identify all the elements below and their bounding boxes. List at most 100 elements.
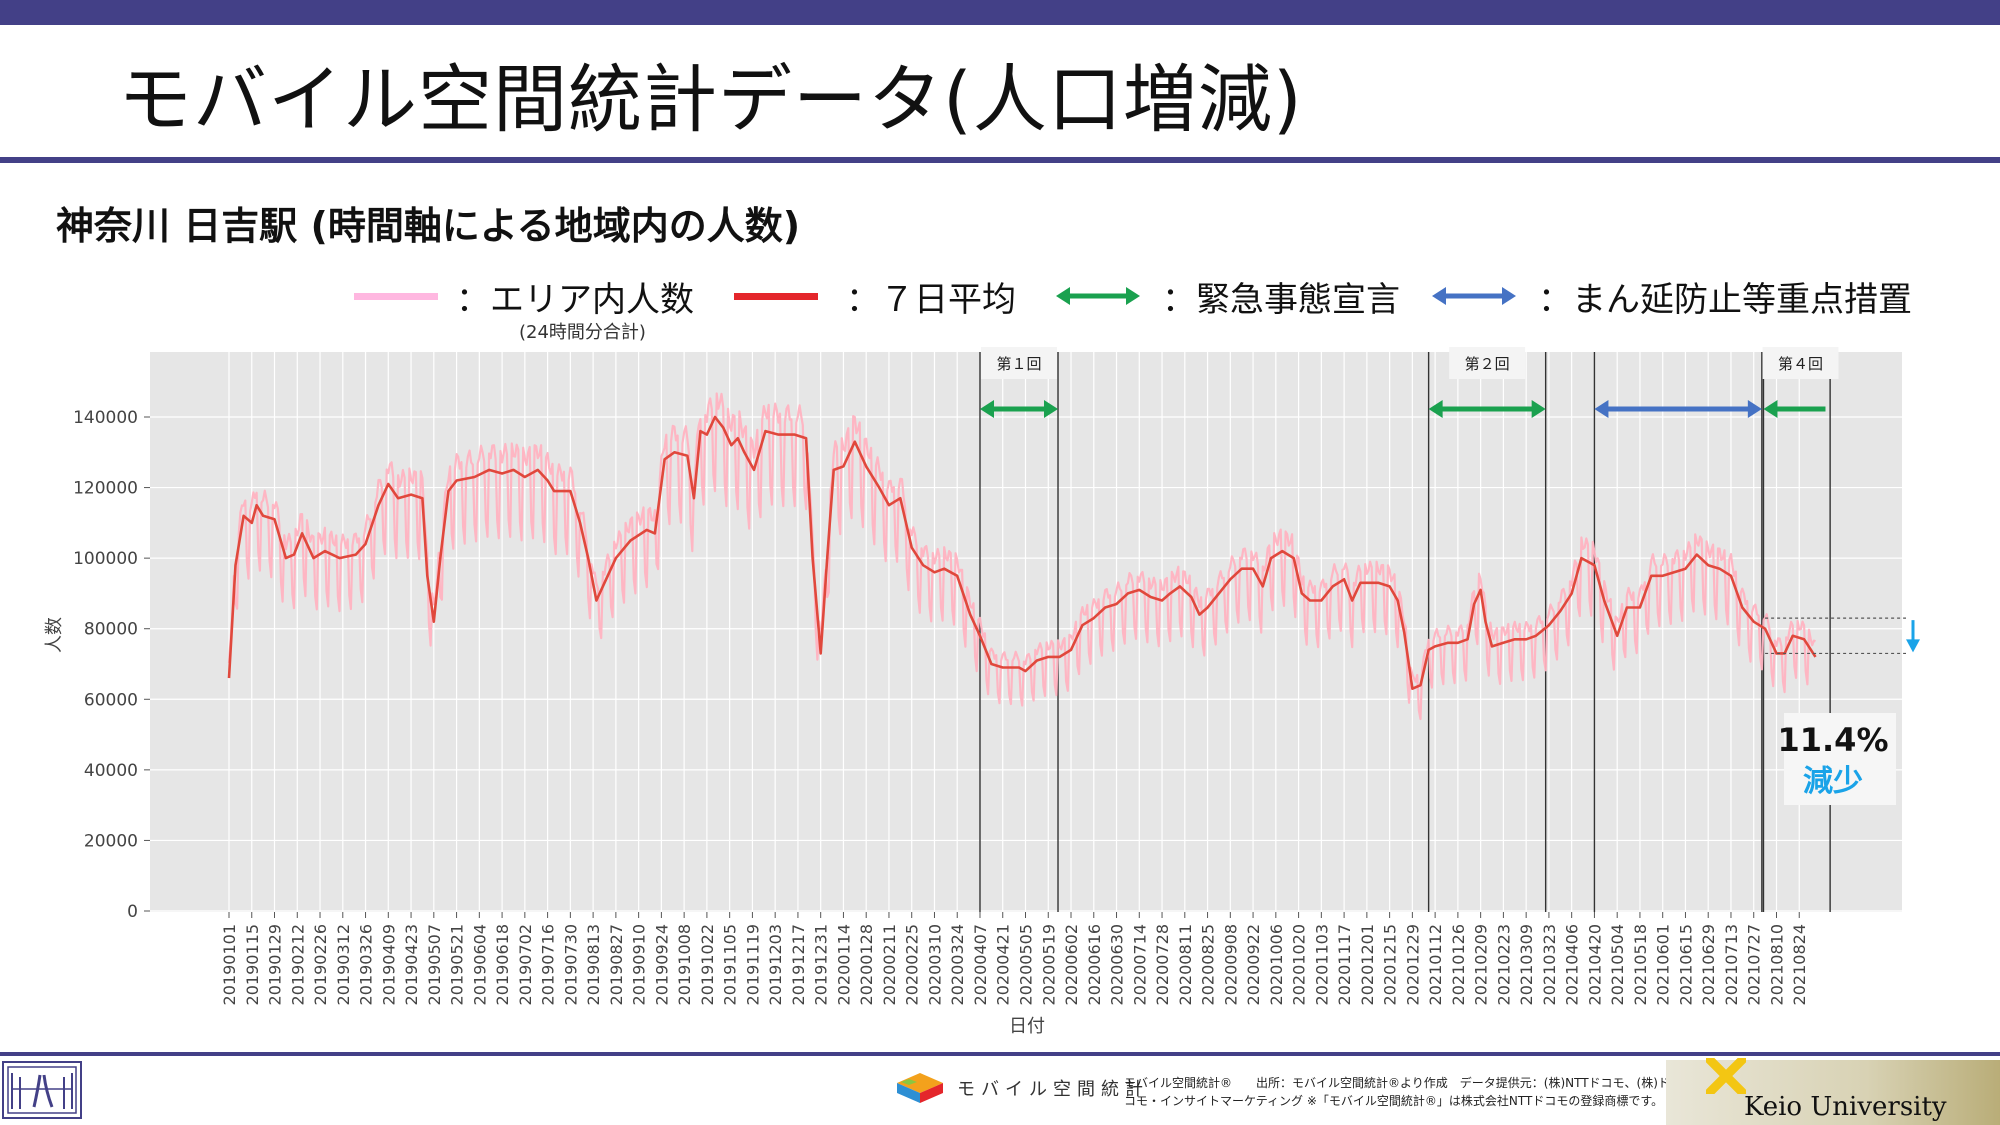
x-tick-label: 20210504 xyxy=(1608,924,1627,1005)
legend-item-area-count: ：エリア内人数 xyxy=(354,274,694,320)
x-tick-label: 20210615 xyxy=(1676,924,1695,1005)
credit-line-2: コモ・インサイトマーケティング ※「モバイル空間統計®」は株式会社NTTドコモの… xyxy=(1124,1094,1664,1108)
period-label: 第４回 xyxy=(1778,355,1823,373)
mobile-stats-logo: モバイル空間統計 xyxy=(893,1071,1149,1105)
x-tick-label: 20200324 xyxy=(948,924,967,1005)
x-tick-label: 20200310 xyxy=(925,924,944,1005)
y-tick-label: 40000 xyxy=(84,761,138,781)
x-tick-label: 20191105 xyxy=(721,924,740,1005)
x-tick-label: 20201215 xyxy=(1381,924,1400,1005)
period-arrow-head-left xyxy=(1428,400,1443,418)
x-tick-label: 20210112 xyxy=(1426,924,1445,1005)
x-tick-label: 20191008 xyxy=(675,924,694,1005)
y-tick-label: 60000 xyxy=(84,690,138,710)
keio-university-name: Keio University xyxy=(1744,1092,1947,1122)
legend-label-priority: ：まん延防止等重点措置 xyxy=(1538,279,1912,320)
x-axis-label: 日付 xyxy=(1009,1016,1045,1037)
credit-line-1: モバイル空間統計® 出所：モバイル空間統計®より作成 データ提供元：(株)NTT… xyxy=(1124,1076,1670,1090)
series-area-count-line xyxy=(227,392,1816,721)
x-tick-label: 20190226 xyxy=(311,924,330,1005)
period-label: 第２回 xyxy=(1465,355,1510,373)
population-chart: 0 20000 40000 60000 80000 100000 120000 140000 2… xyxy=(44,347,1920,1037)
x-tick-label: 20191231 xyxy=(812,924,831,1005)
x-tick-label: 20200825 xyxy=(1199,924,1218,1005)
x-tick-label: 20210824 xyxy=(1790,924,1809,1005)
period-label-box xyxy=(1449,347,1526,379)
x-tick-label: 20190129 xyxy=(266,924,285,1005)
x-tick-label: 20191203 xyxy=(766,924,785,1005)
x-tick-label: 20201103 xyxy=(1312,924,1331,1005)
x-tick-label: 20210323 xyxy=(1540,924,1559,1005)
legend-item-emergency: ：緊急事態宣言 xyxy=(1056,274,1400,320)
x-tick-label: 20190409 xyxy=(379,924,398,1005)
period-arrow-head-left xyxy=(1763,400,1778,418)
period-arrow-head-right xyxy=(1747,400,1762,418)
y-tick-label: 100000 xyxy=(73,549,138,569)
x-tick-label: 20210810 xyxy=(1767,924,1786,1005)
x-tick-label: 20190507 xyxy=(425,924,444,1005)
keio-banner: Keio University xyxy=(1666,1058,2000,1125)
x-tick-label: 20191119 xyxy=(743,924,762,1005)
x-tick-label: 20210727 xyxy=(1745,924,1764,1005)
period-label-box xyxy=(1762,347,1839,379)
data-credit: モバイル空間統計® 出所：モバイル空間統計®より作成 データ提供元：(株)NTT… xyxy=(1124,1074,1670,1110)
x-tick-label: 20210309 xyxy=(1517,924,1536,1005)
x-tick-label: 20201201 xyxy=(1358,924,1377,1005)
x-tick-label: 20210629 xyxy=(1699,924,1718,1005)
x-tick-label: 20210126 xyxy=(1449,924,1468,1005)
y-tick-label: 80000 xyxy=(84,620,138,640)
x-tick-label: 20210713 xyxy=(1722,924,1741,1005)
x-tick-label: 20210518 xyxy=(1631,924,1650,1005)
x-tick-label: 20190813 xyxy=(584,924,603,1005)
period-arrow-emergency xyxy=(979,400,1059,418)
period-arrow-head-right xyxy=(1044,400,1059,418)
period-arrow-emergency xyxy=(1428,400,1546,418)
x-tick-label: 20210420 xyxy=(1585,924,1604,1005)
x-tick-label: 20200616 xyxy=(1085,924,1104,1005)
x-tick-label: 20190716 xyxy=(539,924,558,1005)
x-tick-label: 20210223 xyxy=(1494,924,1513,1005)
x-tick-label: 20190312 xyxy=(334,924,353,1005)
x-tick-label: 20200407 xyxy=(971,924,990,1005)
x-tick-label: 20190326 xyxy=(357,924,376,1005)
legend-label-emergency: ：緊急事態宣言 xyxy=(1162,279,1400,320)
x-tick-label: 20200908 xyxy=(1221,924,1240,1005)
x-tick-label: 20200728 xyxy=(1153,924,1172,1005)
x-tick-label: 20200225 xyxy=(903,924,922,1005)
x-tick-label: 20190910 xyxy=(630,924,649,1005)
x-tick-label: 20201006 xyxy=(1267,924,1286,1005)
footer-divider xyxy=(0,1052,2000,1056)
x-tick-label: 20190618 xyxy=(493,924,512,1005)
x-tick-label: 20210601 xyxy=(1654,924,1673,1005)
x-tick-label: 20201020 xyxy=(1290,924,1309,1005)
title-divider xyxy=(0,157,2000,163)
legend-arrow-blue-icon xyxy=(1432,287,1516,305)
x-tick-label: 20200211 xyxy=(880,924,899,1005)
decrease-arrow-icon xyxy=(1906,639,1920,653)
cube-logo-icon xyxy=(897,1073,943,1103)
legend-arrow-green-icon xyxy=(1056,287,1140,305)
x-tick-label: 20190115 xyxy=(243,924,262,1005)
chart-subtitle: 神奈川 日吉駅 (時間軸による地域内の人数) xyxy=(56,204,801,248)
x-tick-label: 20190604 xyxy=(470,924,489,1005)
x-tick-label: 20200922 xyxy=(1244,924,1263,1005)
x-tick-label: 20190702 xyxy=(516,924,535,1005)
x-tick-label: 20200811 xyxy=(1176,924,1195,1005)
y-tick-label: 120000 xyxy=(73,479,138,499)
y-axis-label: 人数 xyxy=(44,617,65,653)
x-tick-label: 20191022 xyxy=(698,924,717,1005)
series-7day-avg-line xyxy=(227,415,1817,690)
x-tick-label: 20190924 xyxy=(652,924,671,1005)
y-tick-label: 0 xyxy=(127,902,138,922)
x-tick-label: 20200421 xyxy=(994,924,1013,1005)
x-tick-label: 20200714 xyxy=(1130,924,1149,1005)
legend-label-area-count: ：エリア内人数 xyxy=(456,279,694,320)
x-tick-label: 20191217 xyxy=(789,924,808,1005)
x-tick-label: 20200128 xyxy=(857,924,876,1005)
period-label-box xyxy=(980,347,1057,379)
top-bar xyxy=(0,0,2000,25)
annotation-percent: 11.4% xyxy=(1777,721,1888,759)
x-tick-label: 20200114 xyxy=(834,924,853,1005)
annotation-text: 減少 xyxy=(1803,764,1863,799)
x-tick-label: 20200519 xyxy=(1039,924,1058,1005)
